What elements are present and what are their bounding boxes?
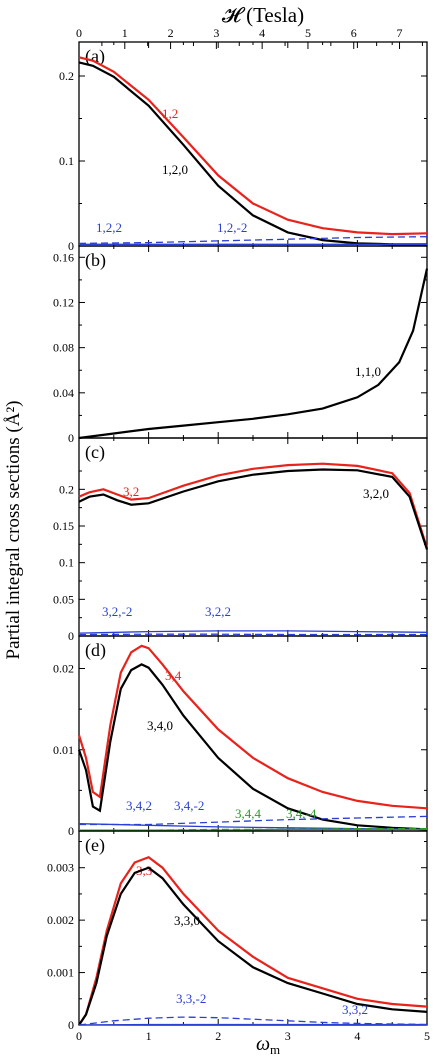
panel-0: 0 0.1 0.2 (a) 1,2 1,2,0 1,2,2 1,2,-2 <box>59 41 428 253</box>
top-tick-label: 4 <box>259 26 265 40</box>
series-line-1,2,-2 <box>78 236 428 245</box>
series-label: 3,2,0 <box>363 486 389 501</box>
svg-text:ω: ω <box>256 1033 270 1055</box>
panel-letter: (b) <box>85 250 106 271</box>
series-label: 1,2,-2 <box>217 220 247 235</box>
panel-letter: (a) <box>85 46 105 67</box>
series-label: 1,2,2 <box>96 220 122 235</box>
y-tick-label: 0.05 <box>53 592 74 606</box>
y-tick-label: 0 <box>68 239 74 253</box>
top-tick-label: 5 <box>305 26 311 40</box>
panel-letter: (d) <box>85 640 106 661</box>
y-tick-label: 0.2 <box>59 482 74 496</box>
panel-letter: (c) <box>85 442 105 463</box>
bottom-tick-label: 5 <box>424 1029 430 1043</box>
series-label: 1,1,0 <box>355 364 381 379</box>
series-line-3,3 <box>78 855 428 1026</box>
top-tick-label: 2 <box>168 26 174 40</box>
y-tick-label: 0.01 <box>53 743 74 757</box>
series-label: 3,3,-2 <box>176 991 206 1006</box>
series-label: 3,4,-2 <box>174 798 204 813</box>
series-label: 3,2 <box>123 484 139 499</box>
series-label: 3,2,-2 <box>102 604 132 619</box>
series-line-3,3,2 <box>78 1023 427 1026</box>
y-tick-label: 0.003 <box>47 861 74 875</box>
series-line-3,2,2 <box>78 630 428 634</box>
bottom-tick-label: 3 <box>285 1029 291 1043</box>
bottom-tick-label: 2 <box>215 1029 221 1043</box>
top-tick-label: 6 <box>351 26 357 40</box>
series-line-3,3,0 <box>78 866 428 1026</box>
panel-3: 0 0.01 0.02 (d) 3,4 3,4,0 3,4,2 3,4,-2 3,4,4 3,4,… <box>53 635 428 838</box>
y-tick-label: 0.08 <box>53 341 74 355</box>
y-tick-label: 0.04 <box>53 386 74 400</box>
panel-letter: (e) <box>85 835 105 856</box>
series-label: 1,2,0 <box>162 162 188 177</box>
top-axis-title: 𝓗 (Tesla) <box>222 3 304 27</box>
top-tick-label: 0 <box>76 26 82 40</box>
svg-text:m: m <box>270 1042 280 1057</box>
top-tick-label: 7 <box>397 26 403 40</box>
y-tick-label: 0.2 <box>59 69 74 83</box>
series-line-3,4,4 <box>79 828 427 831</box>
y-tick-label: 0.1 <box>59 556 74 570</box>
y-tick-label: 0 <box>68 1018 74 1032</box>
panel-frame <box>78 830 428 1026</box>
series-line-3,4,0 <box>77 663 428 831</box>
y-tick-label: 0 <box>68 629 74 643</box>
bottom-tick-label: 0 <box>76 1029 82 1043</box>
series-label: 3,4 <box>165 668 182 683</box>
series-label: 3,4,-4 <box>286 806 317 821</box>
series-label: 3,4,0 <box>147 718 173 733</box>
series-label: 1,2 <box>162 106 178 121</box>
series-line-3,4 <box>77 644 428 810</box>
panel-frame <box>78 245 428 439</box>
series-line-3,2,0 <box>78 468 429 550</box>
bottom-tick-label: 1 <box>146 1029 152 1043</box>
series-label: 3,2,2 <box>205 604 231 619</box>
y-tick-label: 0.02 <box>53 662 74 676</box>
series-label: 3,3,0 <box>174 913 200 928</box>
y-tick-label: 0.15 <box>53 519 74 533</box>
series-label: 3,4,4 <box>235 806 262 821</box>
y-tick-label: 0.1 <box>59 154 74 168</box>
y-tick-label: 0 <box>68 431 74 445</box>
y-axis-title: Partial integral cross sections (Å²) <box>3 401 24 660</box>
top-tick-label: 1 <box>122 26 128 40</box>
series-line-1,2,0 <box>78 61 427 246</box>
series-label: 3,4,2 <box>126 798 152 813</box>
series-line-3,4,-2 <box>79 815 428 826</box>
bottom-axis-title: ω m <box>256 1033 280 1057</box>
panel-2: 0 0.05 0.1 0.15 0.2 (c) 3,2 3,2,0 3,2,-2 3,2,2 <box>53 437 429 643</box>
series-line-3,2 <box>78 462 429 549</box>
series-line-3,3,-2 <box>78 1016 428 1026</box>
top-tick-label: 3 <box>213 26 219 40</box>
y-tick-label: 0.12 <box>53 295 74 309</box>
y-tick-label: 0.001 <box>47 966 74 980</box>
panels-group: 0 0.1 0.2 (a) 1,2 1,2,0 1,2,2 1,2,-2 0 0.04 0.08 0.… <box>47 26 430 1043</box>
series-label: 3,3,2 <box>342 1002 368 1017</box>
series-line-1,1,0 <box>78 268 429 440</box>
series-line-1,2 <box>78 56 428 236</box>
y-tick-label: 0.002 <box>47 913 74 927</box>
panel-1: 0 0.04 0.08 0.12 0.16 (b) 1,1,0 <box>53 245 429 445</box>
y-tick-label: 0.16 <box>53 250 74 264</box>
bottom-tick-label: 4 <box>354 1029 360 1043</box>
y-tick-label: 0 <box>68 824 74 838</box>
series-line-3,4,-4 <box>79 827 427 831</box>
